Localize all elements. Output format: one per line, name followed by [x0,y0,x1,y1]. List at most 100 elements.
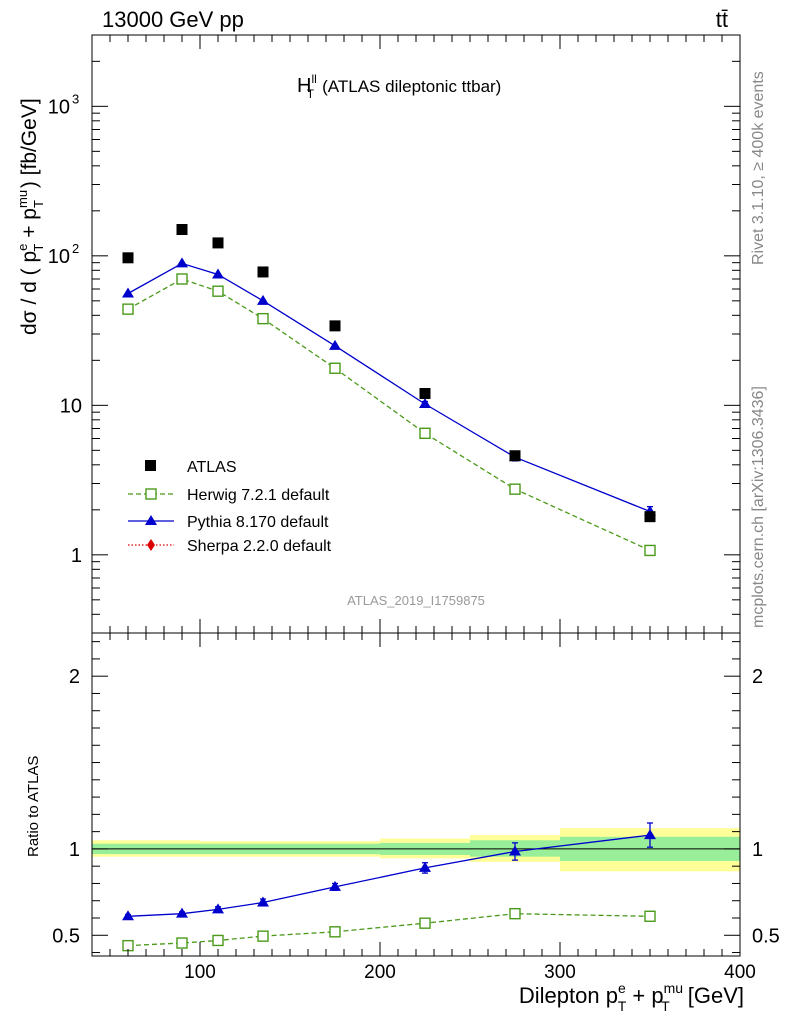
main-ylabel: dσ / d ( peT + pmuT ) [fb/GeV] [15,98,46,335]
pythia-ratio-point-7 [644,829,656,840]
herwig-ratio-point-1 [176,937,188,949]
herwig-ratio-point-7 [644,910,656,922]
ratio-ytick-label-right-2: 2 [752,666,763,688]
herwig-point-4 [329,362,341,374]
plot-title-rest: (ATLAS dileptonic ttbar) [322,77,501,96]
x-label-mid: + p [626,983,663,1008]
x-label-sup1: e [618,980,626,996]
legend-sherpa-label: Sherpa 2.2.0 default [187,538,332,555]
legend-atlas-label: ATLAS [187,459,237,476]
herwig-main-line [127,278,651,551]
herwig-ratio-point-6 [509,907,521,920]
atlas-point-1 [176,224,188,236]
atlas-point-0 [122,252,134,264]
pythia-ratio-line [127,834,651,917]
herwig-point-0 [122,303,134,315]
legend-atlas-marker [145,460,156,471]
x-label-sub1: T [618,998,627,1014]
ratio-ytick-label-left-0: 0.5 [52,925,80,947]
main-ytick-label-3: 10 [48,96,70,118]
atlas-point-2 [212,237,224,249]
pythia-ratio-point-1 [176,907,188,918]
main-ylabel-p6: ) [fb/GeV] [18,98,41,194]
legend: ATLAS Herwig 7.2.1 default Pythia 8.170 … [128,459,332,555]
plot-title-main: H [297,75,311,97]
x-tick-label-400: 400 [724,962,756,983]
pythia-point-1 [176,257,188,268]
ratio-uncertainty-bands [92,828,740,872]
x-label-main: Dilepton p [519,983,618,1008]
pythia-ratio-point-6 [509,845,521,856]
pythia-ratio-point-5 [419,861,431,872]
markers [122,224,656,952]
herwig-point-7 [644,544,656,557]
main-series-lines [127,262,651,551]
mcplots-label: mcplots.cern.ch [arXiv:1306.3436] [750,386,767,628]
x-label-sup2: mu [664,980,683,996]
herwig-ratio-point-3 [257,930,269,942]
herwig-ratio-point-5 [419,917,431,929]
x-label-rest: [GeV] [682,983,744,1008]
herwig-point-5 [419,427,431,439]
rivet-label: Rivet 3.1.10, ≥ 400k events [750,71,767,265]
x-tick-label-200: 200 [364,962,396,983]
main-ytick-label-0: 1 [71,545,82,567]
ratio-ytick-label-left-2: 2 [69,666,80,688]
analysis-id: ATLAS_2019_I1759875 [347,593,485,608]
herwig-point-2 [212,285,224,297]
herwig-ratio-point-4 [329,926,341,938]
herwig-ratio-point-2 [212,934,224,947]
ratio-panel-frame [91,632,741,957]
process-label: 13000 GeV pp [102,7,244,32]
pythia-ratio-point-0 [122,910,134,921]
main-ylabel-p1: e [15,244,30,251]
ratio-series-lines [127,834,651,947]
main-ytick-exp-2: 2 [72,241,79,256]
atlas-point-3 [257,266,269,278]
main-ylabel-p3: + p [18,208,41,244]
main-ytick-exp-3: 3 [72,91,79,106]
main-ylabel-p4: mu [15,190,30,208]
ratio-ytick-label-left-1: 1 [69,839,80,861]
pythia-ratio-point-3 [257,896,269,907]
final-state-label: tt̄ [716,7,728,32]
herwig-point-1 [176,273,188,285]
pythia-ratio-point-2 [212,903,224,914]
legend-pythia-label: Pythia 8.170 default [187,514,329,531]
x-tick-label-100: 100 [184,962,216,983]
pythia-point-5 [419,398,431,409]
pythia-point-3 [257,294,269,305]
main-ytick-label-2: 10 [48,246,70,268]
legend-herwig-marker [145,488,157,500]
main-ylabel-p2: T [31,244,46,252]
atlas-point-4 [329,320,341,332]
plot-title-sub: T [307,87,315,101]
legend-herwig-label: Herwig 7.2.1 default [187,487,330,504]
plot-title: Hll T (ATLAS dileptonic ttbar) [297,72,501,101]
herwig-point-3 [257,312,269,325]
herwig-ratio-line [127,913,651,947]
legend-sherpa-marker [147,539,155,551]
main-ylabel-p5: T [31,200,46,208]
ratio-ytick-label-right-1: 1 [752,839,763,861]
herwig-point-6 [509,483,521,495]
main-ylabel-p0: dσ / d ( p [18,251,41,335]
plot-title-sup: ll [311,72,316,86]
atlas-point-6 [509,450,521,462]
pythia-point-2 [212,268,224,279]
atlas-point-5 [419,387,431,399]
x-axis-label: Dilepton pe T + pmu T [GeV] [519,980,744,1014]
pythia-point-4 [329,339,341,350]
pythia-ratio-point-4 [329,880,341,891]
ratio-ytick-label-right-0: 0.5 [752,925,780,947]
pythia-main-line [127,262,651,513]
ratio-ylabel: Ratio to ATLAS [25,756,42,857]
pythia-point-0 [122,287,134,298]
x-label-sub2: T [661,998,670,1014]
atlas-point-7 [644,511,656,523]
legend-pythia-marker [145,515,157,525]
main-ytick-label-1: 10 [60,395,82,417]
x-tick-label-300: 300 [544,962,576,983]
